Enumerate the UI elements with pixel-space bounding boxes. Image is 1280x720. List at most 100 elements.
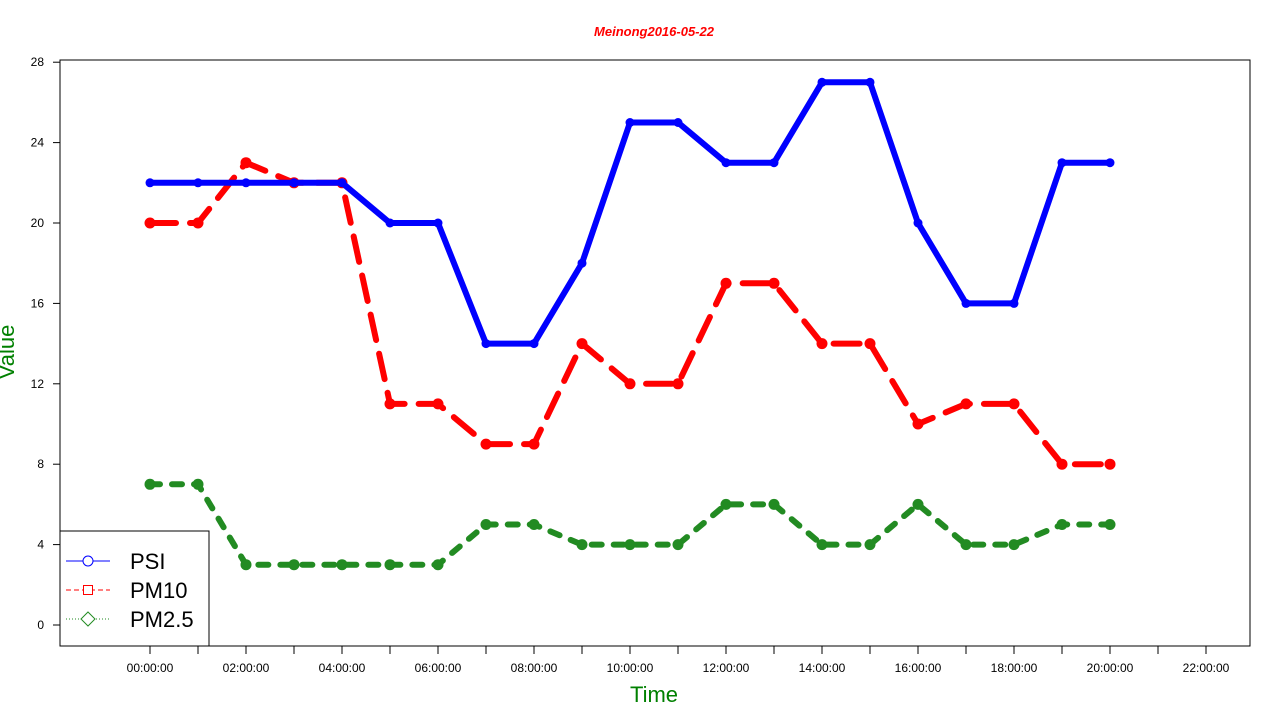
x-tick-label: 18:00:00	[991, 661, 1038, 675]
y-tick-label: 20	[31, 216, 45, 230]
data-point	[624, 378, 636, 390]
data-point	[864, 539, 876, 551]
data-point	[144, 478, 156, 490]
legend-label: PM2.5	[130, 607, 194, 632]
data-point	[384, 559, 396, 571]
data-point	[528, 519, 540, 530]
data-point	[1056, 458, 1068, 470]
data-point	[1057, 158, 1067, 168]
data-point	[960, 539, 972, 551]
legend-label: PSI	[130, 549, 165, 574]
data-point	[912, 498, 924, 510]
series-layer	[144, 77, 1116, 571]
y-tick-label: 12	[31, 377, 45, 391]
x-tick-label: 20:00:00	[1087, 661, 1134, 675]
data-point	[672, 539, 684, 551]
data-point	[672, 378, 684, 390]
data-point	[817, 77, 827, 87]
chart-title: Meinong2016-05-22	[594, 24, 715, 39]
data-point	[336, 559, 348, 571]
series-pm2-5	[144, 478, 1116, 571]
data-point	[145, 178, 155, 188]
data-point	[481, 339, 491, 349]
series-line	[147, 481, 1113, 568]
data-point	[433, 218, 443, 228]
x-tick-label: 00:00:00	[127, 661, 174, 675]
data-point	[960, 398, 972, 410]
y-tick-label: 28	[31, 55, 45, 69]
data-point	[1105, 158, 1115, 168]
y-tick-label: 4	[37, 538, 44, 552]
x-axis-title: Time	[630, 682, 678, 707]
x-tick-label: 10:00:00	[607, 661, 654, 675]
data-point	[768, 277, 780, 289]
data-point	[240, 157, 252, 169]
series-line	[147, 159, 1113, 468]
y-tick-label: 16	[31, 296, 45, 310]
data-point	[912, 418, 924, 430]
legend-item: PM10	[66, 578, 187, 603]
legend-item: PSI	[66, 549, 165, 574]
data-point	[624, 539, 636, 551]
data-point	[1104, 519, 1116, 530]
data-point	[961, 298, 971, 308]
data-point	[432, 398, 444, 410]
y-tick-label: 24	[31, 136, 45, 150]
y-tick-label: 8	[37, 457, 44, 471]
data-point	[192, 478, 204, 490]
data-point	[289, 178, 299, 188]
series-psi	[145, 77, 1115, 349]
data-point	[144, 217, 156, 229]
x-axis: 00:00:00 02:00:00 04:00:00 06:00:00 08:00:00…	[127, 646, 1230, 675]
data-point	[337, 178, 347, 188]
legend: PSI PM10 PM2.5	[59, 530, 210, 647]
data-point	[480, 438, 492, 450]
data-point	[576, 539, 588, 551]
plot-frame	[59, 59, 1251, 647]
data-point	[1008, 539, 1020, 551]
legend-label: PM10	[130, 578, 187, 603]
data-point	[1009, 298, 1019, 308]
data-point	[480, 519, 492, 530]
data-point	[769, 158, 779, 168]
data-point	[673, 118, 683, 127]
legend-box	[59, 530, 210, 647]
data-point	[625, 118, 635, 127]
data-point	[1104, 458, 1116, 470]
legend-marker-circle	[82, 555, 94, 567]
data-point	[721, 158, 731, 168]
data-point	[816, 338, 828, 350]
data-point	[241, 178, 251, 188]
data-point	[193, 178, 203, 188]
x-tick-label: 06:00:00	[415, 661, 462, 675]
data-point	[816, 539, 828, 551]
x-tick-label: 22:00:00	[1183, 661, 1230, 675]
x-tick-label: 08:00:00	[511, 661, 558, 675]
data-point	[528, 438, 540, 450]
x-tick-label: 14:00:00	[799, 661, 846, 675]
data-point	[864, 338, 876, 350]
data-point	[385, 218, 395, 228]
data-point	[529, 339, 539, 349]
x-tick-label: 04:00:00	[319, 661, 366, 675]
x-tick-label: 02:00:00	[223, 661, 270, 675]
data-point	[240, 559, 252, 571]
y-axis-title: Value	[0, 325, 19, 380]
data-point	[1056, 519, 1068, 530]
data-point	[1008, 398, 1020, 410]
y-axis: 0 4 8 12 16 20 24 28	[31, 55, 60, 632]
data-point	[288, 559, 300, 571]
x-tick-label: 12:00:00	[703, 661, 750, 675]
data-point	[720, 277, 732, 289]
legend-marker-diamond	[80, 611, 96, 627]
data-point	[865, 77, 875, 87]
data-point	[432, 559, 444, 571]
data-point	[913, 218, 923, 228]
series-pm10	[144, 157, 1116, 470]
data-point	[577, 258, 587, 268]
y-tick-label: 0	[37, 618, 44, 632]
data-point	[192, 217, 204, 229]
data-point	[384, 398, 396, 410]
data-point	[768, 498, 780, 510]
